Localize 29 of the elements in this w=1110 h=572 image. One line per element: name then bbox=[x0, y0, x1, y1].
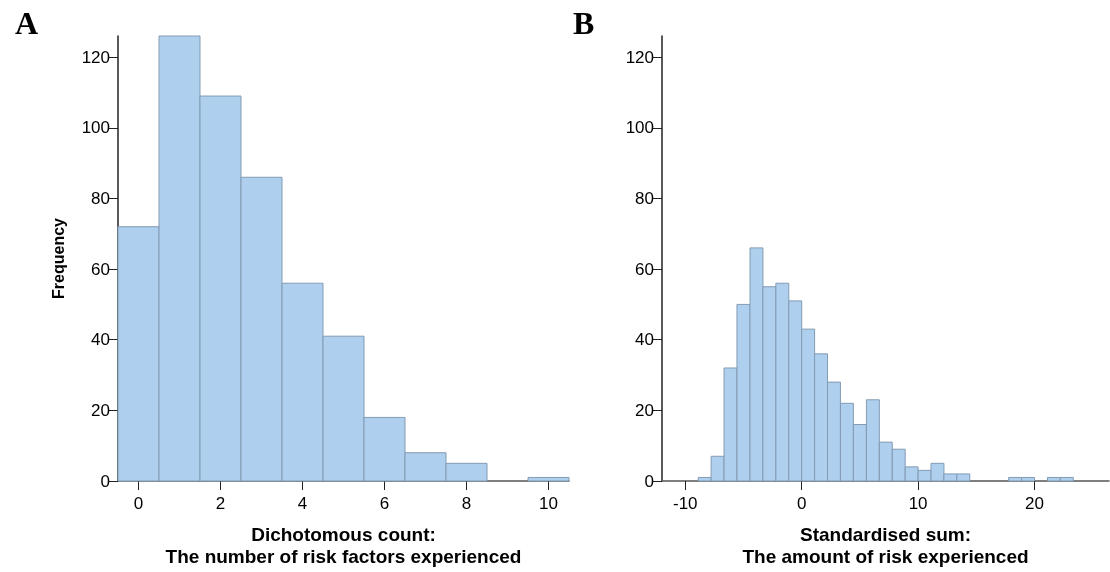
y-tick-label: 120 bbox=[625, 47, 654, 67]
x-tick-label: 10 bbox=[539, 494, 558, 513]
chart-title: A bbox=[15, 5, 39, 41]
y-tick-label: 60 bbox=[91, 259, 110, 279]
y-tick-label: 100 bbox=[625, 118, 654, 138]
y-tick-label: 40 bbox=[635, 330, 654, 350]
y-tick-label: 20 bbox=[635, 400, 654, 420]
y-tick-label: 0 bbox=[644, 471, 654, 491]
x-tick-label: 20 bbox=[1025, 494, 1044, 513]
y-tick-label: 40 bbox=[91, 330, 110, 350]
x-tick-label: 0 bbox=[133, 494, 144, 513]
x-tick-label: 0 bbox=[796, 494, 807, 513]
y-tick-label: 80 bbox=[91, 188, 110, 208]
y-tick-label: 60 bbox=[635, 259, 654, 279]
y-tick-label: 0 bbox=[100, 471, 110, 491]
chart-title: B bbox=[573, 5, 595, 41]
y-tick-label: 80 bbox=[635, 188, 654, 208]
y-tick-label: 20 bbox=[91, 400, 110, 420]
x-tick-label: 6 bbox=[379, 494, 390, 513]
x-tick-label: 10 bbox=[908, 494, 928, 513]
x-tick-label: -10 bbox=[672, 494, 698, 513]
x-axis-title: Dichotomous count: The number of risk factors experienced bbox=[165, 523, 522, 567]
x-axis-title: Standardised sum: The amount of risk experienced bbox=[742, 523, 1029, 567]
x-tick-label: 8 bbox=[461, 494, 472, 513]
x-tick-label: 2 bbox=[215, 494, 226, 513]
x-tick-label: 4 bbox=[297, 494, 308, 513]
y-axis-title: Frequency bbox=[49, 217, 67, 299]
y-tick-label: 100 bbox=[81, 118, 110, 138]
y-tick-label: 120 bbox=[81, 47, 110, 67]
